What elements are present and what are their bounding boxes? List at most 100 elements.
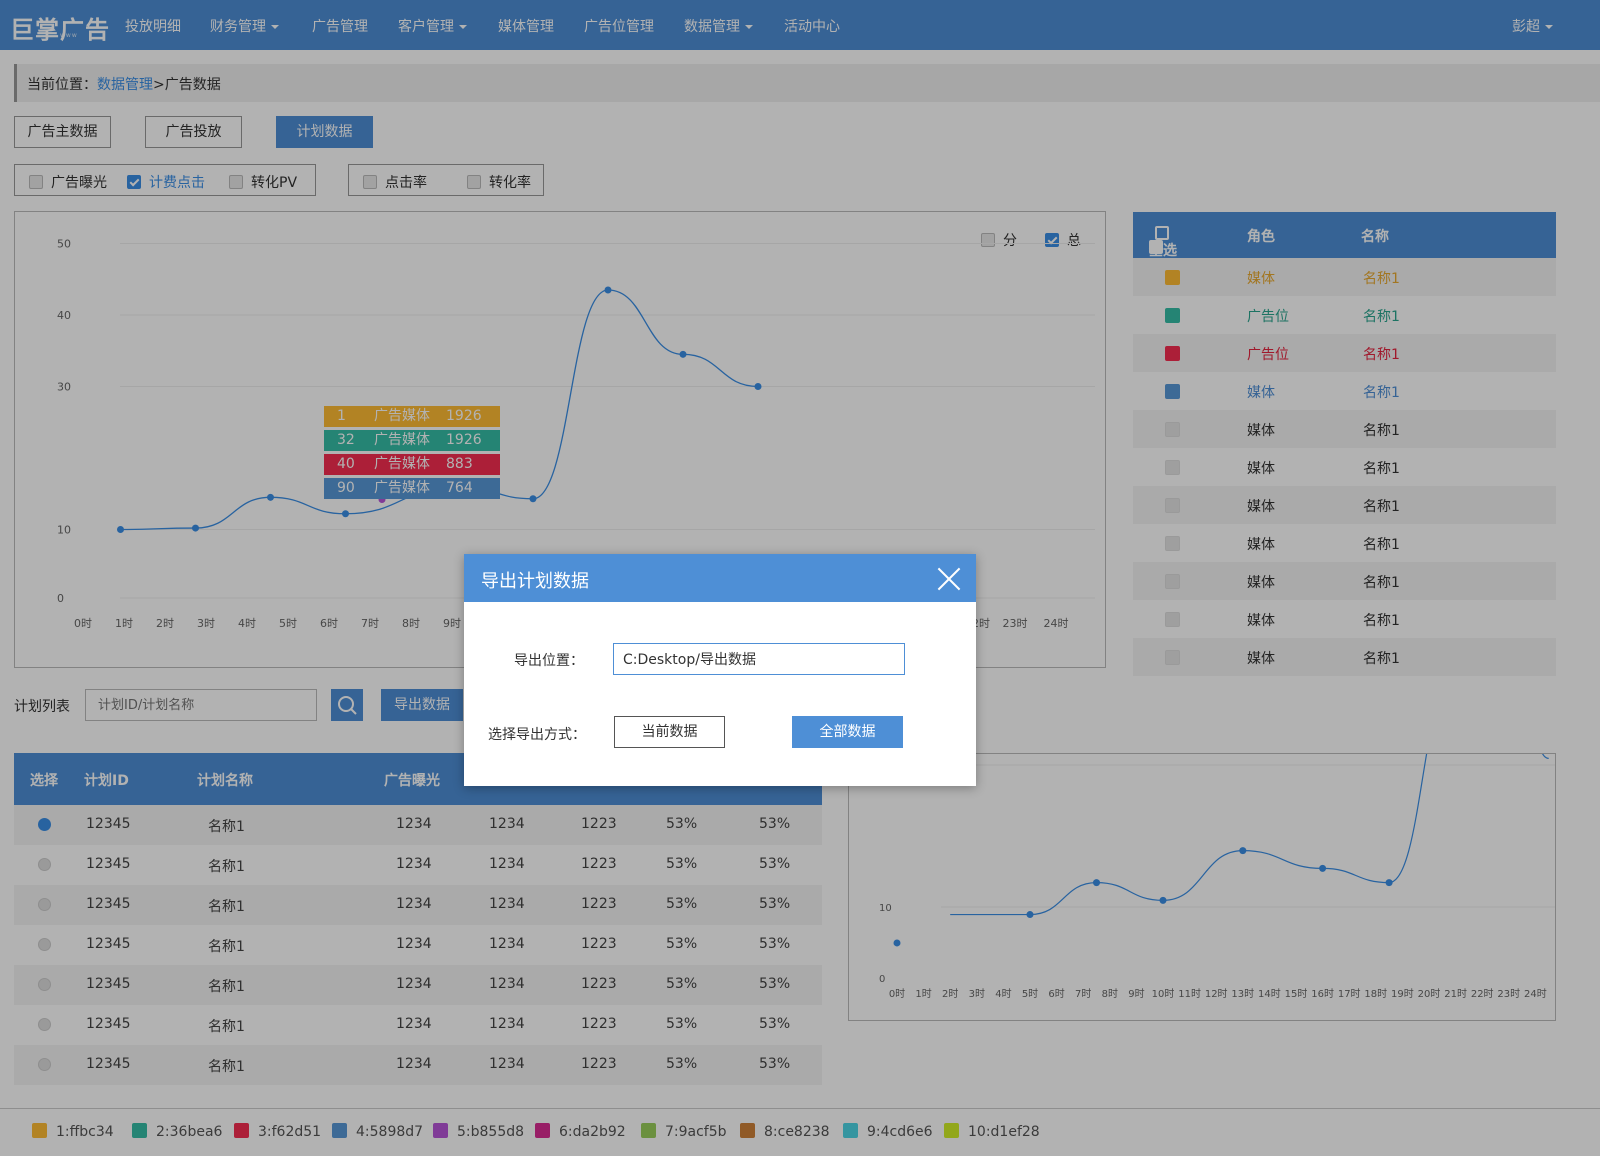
color-swatch-icon xyxy=(843,1123,858,1138)
close-icon[interactable] xyxy=(936,566,962,592)
nav-item-7[interactable]: 活动中心 xyxy=(784,19,840,35)
role-row[interactable]: 媒体 名称1 xyxy=(1133,600,1556,638)
role-row[interactable]: 媒体 名称1 xyxy=(1133,258,1556,296)
export-all-button[interactable]: 全部数据 xyxy=(792,716,903,748)
cell-c1: 1234 xyxy=(396,1056,432,1072)
role-row[interactable]: 媒体 名称1 xyxy=(1133,410,1556,448)
cell-c1: 1234 xyxy=(396,896,432,912)
color-swatch[interactable] xyxy=(1165,308,1180,323)
metric-checkbox-0[interactable]: 广告曝光 xyxy=(29,172,107,192)
role-row[interactable]: 媒体 名称1 xyxy=(1133,524,1556,562)
table-row[interactable]: 12345 名称1 1234 1234 1223 53% 53% xyxy=(14,965,822,1005)
cell-name: 名称1 xyxy=(208,1019,245,1035)
table-row[interactable]: 12345 名称1 1234 1234 1223 53% 53% xyxy=(14,925,822,965)
color-swatch[interactable] xyxy=(1165,460,1180,475)
color-swatch[interactable] xyxy=(1165,612,1180,627)
nav-item-6[interactable]: 数据管理 xyxy=(684,16,753,36)
x-tick-label: 0时 xyxy=(889,988,905,1000)
role-row[interactable]: 广告位 名称1 xyxy=(1133,296,1556,334)
x-tick-label: 22时 xyxy=(1471,988,1494,1000)
export-data-button[interactable]: 导出数据 xyxy=(381,689,463,721)
role-row[interactable]: 媒体 名称1 xyxy=(1133,448,1556,486)
cell-name: 名称1 xyxy=(208,859,245,875)
color-swatch[interactable] xyxy=(1165,422,1180,437)
cell-c4: 53% xyxy=(666,1016,698,1032)
cell-c2: 1234 xyxy=(489,896,525,912)
role-table-header: 全选 角色 名称 xyxy=(1133,212,1556,259)
nav-item-3[interactable]: 客户管理 xyxy=(398,16,467,36)
row-radio[interactable] xyxy=(38,1018,51,1031)
metric-group-2: 点击率 转化率 xyxy=(348,164,544,196)
search-input[interactable] xyxy=(85,689,317,721)
color-swatch[interactable] xyxy=(1165,270,1180,285)
logo[interactable]: 巨掌广告 www xyxy=(10,16,110,44)
cell-id: 12345 xyxy=(86,1016,131,1032)
color-swatch[interactable] xyxy=(1165,536,1180,551)
cell-c3: 1223 xyxy=(581,1016,617,1032)
name-cell: 名称1 xyxy=(1363,271,1400,287)
export-current-button[interactable]: 当前数据 xyxy=(614,716,725,748)
color-swatch[interactable] xyxy=(1165,498,1180,513)
metric-checkbox-0[interactable]: 点击率 xyxy=(363,172,427,192)
row-radio[interactable] xyxy=(38,938,51,951)
table-row[interactable]: 12345 名称1 1234 1234 1223 53% 53% xyxy=(14,1005,822,1045)
table-row[interactable]: 12345 名称1 1234 1234 1223 53% 53% xyxy=(14,1045,822,1085)
role-row[interactable]: 媒体 名称1 xyxy=(1133,638,1556,676)
row-radio[interactable] xyxy=(38,978,51,991)
cell-c5: 53% xyxy=(759,1056,791,1072)
nav-item-5[interactable]: 广告位管理 xyxy=(584,19,654,35)
metric-checkbox-1[interactable]: 转化率 xyxy=(467,172,531,192)
color-swatch[interactable] xyxy=(1165,650,1180,665)
role-row[interactable]: 媒体 名称1 xyxy=(1133,372,1556,410)
data-point xyxy=(604,286,612,294)
row-radio[interactable] xyxy=(38,818,51,831)
cell-id: 12345 xyxy=(86,896,131,912)
metric-checkbox-2[interactable]: 转化PV xyxy=(229,172,297,192)
color-swatch-icon xyxy=(234,1123,249,1138)
row-radio[interactable] xyxy=(38,858,51,871)
row-radio[interactable] xyxy=(38,1058,51,1071)
checkbox-icon[interactable] xyxy=(1149,240,1163,254)
table-row[interactable]: 12345 名称1 1234 1234 1223 53% 53% xyxy=(14,885,822,925)
role-row[interactable]: 媒体 名称1 xyxy=(1133,562,1556,600)
role-cell: 媒体 xyxy=(1247,461,1275,477)
color-swatch[interactable] xyxy=(1165,384,1180,399)
role-cell: 媒体 xyxy=(1247,423,1275,439)
export-location-input[interactable] xyxy=(613,643,905,675)
user-menu[interactable]: 彭超 xyxy=(1512,16,1553,36)
cell-c5: 53% xyxy=(759,1016,791,1032)
name-cell: 名称1 xyxy=(1363,651,1400,667)
nav-item-1[interactable]: 财务管理 xyxy=(210,16,279,36)
role-row[interactable]: 广告位 名称1 xyxy=(1133,334,1556,372)
name-cell: 名称1 xyxy=(1363,347,1400,363)
tab-1[interactable]: 广告投放 xyxy=(145,116,242,148)
nav-item-0[interactable]: 投放明细 xyxy=(125,19,181,35)
modal-header: 导出计划数据 xyxy=(464,554,976,602)
tab-0[interactable]: 广告主数据 xyxy=(14,116,111,148)
x-tick-label: 23时 xyxy=(1003,617,1028,630)
x-tick-label: 17时 xyxy=(1338,988,1361,1000)
role-row[interactable]: 媒体 名称1 xyxy=(1133,486,1556,524)
table-row[interactable]: 12345 名称1 1234 1234 1223 53% 53% xyxy=(14,845,822,885)
color-swatch-icon xyxy=(32,1123,47,1138)
data-point xyxy=(529,495,537,503)
x-tick-label: 9时 xyxy=(1128,988,1144,1000)
chevron-down-icon xyxy=(459,25,467,29)
color-swatch[interactable] xyxy=(1165,346,1180,361)
checkbox-icon xyxy=(29,175,43,189)
row-radio[interactable] xyxy=(38,898,51,911)
breadcrumb-parent-link[interactable]: 数据管理 xyxy=(97,77,153,93)
checkbox-icon[interactable] xyxy=(1155,226,1169,240)
cell-c4: 53% xyxy=(666,976,698,992)
nav-item-2[interactable]: 广告管理 xyxy=(312,19,368,35)
table-row[interactable]: 12345 名称1 1234 1234 1223 53% 53% xyxy=(14,805,822,845)
tab-2[interactable]: 计划数据 xyxy=(276,116,373,148)
x-tick-label: 11时 xyxy=(1178,988,1201,1000)
metric-checkbox-1[interactable]: 计费点击 xyxy=(127,172,205,192)
nav-item-4[interactable]: 媒体管理 xyxy=(498,19,554,35)
cell-c1: 1234 xyxy=(396,976,432,992)
color-swatch[interactable] xyxy=(1165,574,1180,589)
search-button[interactable] xyxy=(331,689,363,721)
role-cell: 媒体 xyxy=(1247,499,1275,515)
select-all[interactable]: 全选 xyxy=(1149,226,1177,259)
